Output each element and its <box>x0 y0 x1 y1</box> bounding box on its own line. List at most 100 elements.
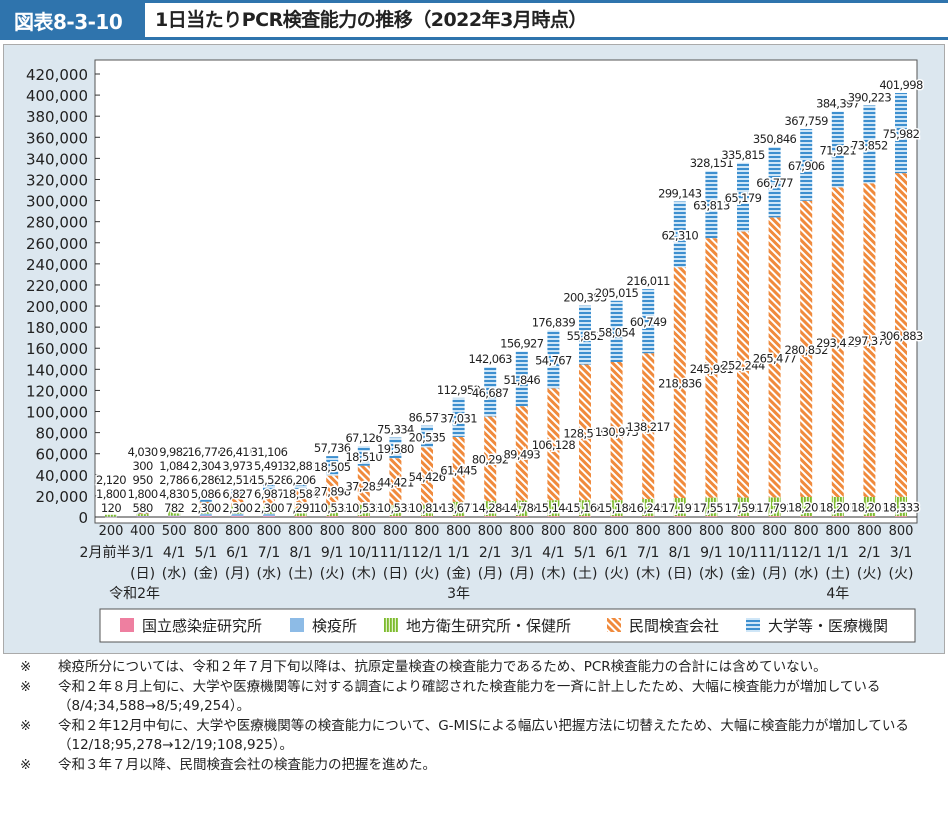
data-label: 46,687 <box>472 386 509 400</box>
bar-segment-0 <box>484 516 497 517</box>
weekday-label: (金) <box>731 566 756 582</box>
total-label: 335,815 <box>721 148 765 162</box>
y-tick-label: 0 <box>78 509 88 527</box>
bar-segment-3 <box>768 217 781 498</box>
bar-segment-4 <box>895 92 907 174</box>
bar-segment-2 <box>199 508 212 514</box>
niid-value-label: 800 <box>667 524 692 539</box>
year-label: 令和2年 <box>109 586 160 602</box>
x-category-label: 3/1 <box>131 545 154 561</box>
y-tick-label: 380,000 <box>26 108 88 126</box>
weekday-label: (月) <box>762 566 787 582</box>
bar-segment-3 <box>199 501 212 509</box>
total-label: 57,736 <box>314 441 351 455</box>
data-label: 14,788 <box>503 501 540 515</box>
bar-segment-4 <box>199 499 212 502</box>
data-label: 15,168 <box>567 501 604 515</box>
bar-segment-2 <box>610 500 623 517</box>
data-label: 280,852 <box>785 343 829 357</box>
y-tick-label: 220,000 <box>26 277 88 295</box>
bar-segment-0 <box>547 516 560 517</box>
bar-segment-3 <box>357 465 370 506</box>
bar-segment-0 <box>895 516 907 517</box>
note-text: 令和２年12月中旬に、大学や医療機関等の検査能力について、G-MISによる幅広い… <box>58 717 909 754</box>
data-label: 1,800 <box>96 487 126 501</box>
bar-segment-2 <box>673 498 686 517</box>
bar-segment-0 <box>515 516 528 517</box>
data-label: 580 <box>133 501 153 515</box>
note-item: ※ 検疫所分については、令和２年７月下旬以降は、抗原定量検査の検査能力であるため、… <box>20 658 940 678</box>
data-label: 15,188 <box>598 501 635 515</box>
data-label: 44,421 <box>377 476 414 490</box>
bar-segment-3 <box>800 200 813 497</box>
x-category-label: 7/1 <box>258 545 281 561</box>
bar-segment-2 <box>294 508 307 517</box>
legend-label: 民間検査会社 <box>629 617 719 635</box>
bar-segment-1 <box>263 513 275 517</box>
niid-value-label: 800 <box>889 524 914 539</box>
note-item: ※ 令和３年７月以降、民間検査会社の検査能力の把握を進めた。 <box>20 756 940 776</box>
total-label: 26,418 <box>219 445 256 459</box>
weekday-label: (木) <box>351 566 376 582</box>
data-label: 75,982 <box>883 127 920 141</box>
niid-value-label: 800 <box>636 524 661 539</box>
note-text: 検疫所分については、令和２年７月下旬以降は、抗原定量検査の検査能力であるため、P… <box>58 659 827 675</box>
x-category-label: 10/1 <box>348 545 379 561</box>
data-label: 10,533 <box>345 501 382 515</box>
x-category-label: 11/1 <box>380 545 411 561</box>
weekday-label: (日) <box>130 566 155 582</box>
x-category-label: 8/1 <box>669 545 692 561</box>
bar-segment-3 <box>895 173 907 497</box>
data-label: 54,767 <box>535 353 572 367</box>
x-category-label: 12/1 <box>411 545 442 561</box>
bar-segment-0 <box>452 516 465 517</box>
weekday-label: (木) <box>541 566 566 582</box>
note-item: ※ 令和２年８月上旬に、大学や医療機関等に対する調査により確認された検査能力を一斉… <box>20 678 940 717</box>
data-label: 782 <box>164 501 184 515</box>
x-category-label: 7/1 <box>637 545 660 561</box>
bar-segment-2 <box>357 505 370 517</box>
bar-segment-3 <box>642 353 655 500</box>
bar-segment-0 <box>642 516 655 517</box>
bar-segment-0 <box>673 516 686 517</box>
legend-swatch <box>607 618 621 632</box>
niid-value-label: 800 <box>415 524 440 539</box>
bar-segment-2 <box>326 505 339 517</box>
bar-segment-2 <box>421 504 433 517</box>
weekday-label: (土) <box>288 566 313 582</box>
bar-segment-0 <box>705 516 718 517</box>
data-label: 66,777 <box>756 176 793 190</box>
bar-segment-0 <box>357 516 370 517</box>
legend <box>99 608 916 643</box>
y-tick-label: 180,000 <box>26 319 88 337</box>
x-category-label: 11/1 <box>759 545 790 561</box>
legend-label: 検疫所 <box>312 617 357 635</box>
total-label: 4,030 <box>128 445 158 459</box>
total-label: 390,223 <box>848 90 892 104</box>
x-category-label: 5/1 <box>195 545 218 561</box>
bar-segment-2 <box>452 501 465 517</box>
bar-segment-2 <box>768 497 781 517</box>
bar-segment-2 <box>136 514 149 516</box>
bar-segment-4 <box>294 482 307 489</box>
niid-value-label: 800 <box>825 524 850 539</box>
data-label: 13,677 <box>440 501 477 515</box>
data-label: 67,906 <box>788 159 825 173</box>
niid-value-label: 800 <box>762 524 787 539</box>
notes: ※ 検疫所分については、令和２年７月下旬以降は、抗原定量検査の検査能力であるため、… <box>20 658 940 775</box>
bar-segment-3 <box>610 361 623 501</box>
bar-segment-4 <box>705 170 718 239</box>
weekday-label: (水) <box>257 566 282 582</box>
bar-segment-4 <box>263 484 275 490</box>
data-label: 2,300 <box>254 501 284 515</box>
total-label: 75,334 <box>377 423 414 437</box>
total-label: 176,839 <box>532 315 576 329</box>
bar-segment-3 <box>484 416 497 502</box>
data-label: 18,505 <box>314 460 351 474</box>
data-label: 61,445 <box>440 463 477 477</box>
bar-segment-3 <box>673 267 686 499</box>
y-tick-label: 340,000 <box>26 150 88 168</box>
niid-value-label: 800 <box>604 524 629 539</box>
niid-value-label: 400 <box>130 524 155 539</box>
bar-segment-3 <box>737 231 749 498</box>
